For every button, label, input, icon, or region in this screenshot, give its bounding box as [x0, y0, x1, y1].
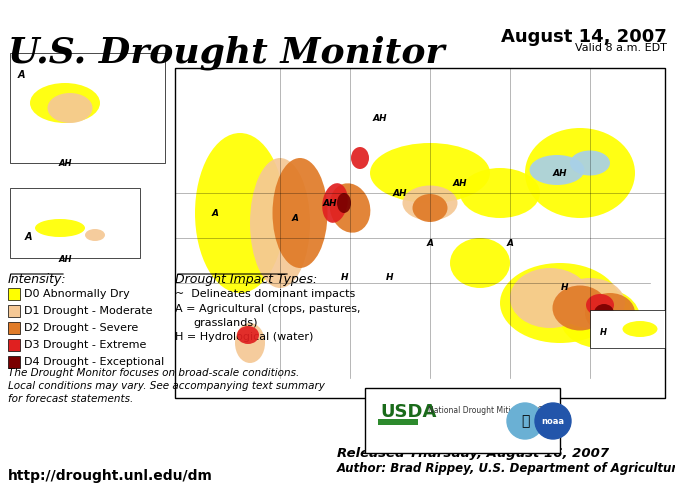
Text: grasslands): grasslands) [193, 318, 257, 328]
Ellipse shape [235, 323, 265, 363]
Ellipse shape [622, 321, 657, 337]
Ellipse shape [195, 133, 285, 293]
Circle shape [535, 403, 571, 439]
Ellipse shape [250, 158, 310, 288]
FancyBboxPatch shape [590, 310, 665, 348]
Text: H = Hydrological (water): H = Hydrological (water) [175, 332, 313, 342]
Bar [378, 419, 418, 425]
Text: Drought Impact Types:: Drought Impact Types: [175, 273, 317, 286]
Ellipse shape [47, 93, 92, 123]
Text: U.S. Drought Monitor: U.S. Drought Monitor [8, 35, 445, 69]
Text: A: A [292, 213, 298, 222]
Ellipse shape [322, 183, 348, 223]
Text: noaa: noaa [541, 416, 564, 426]
Text: AH: AH [323, 199, 338, 208]
Text: A = Agricultural (crops, pastures,: A = Agricultural (crops, pastures, [175, 304, 360, 314]
Bar [365, 388, 560, 453]
Text: USDA: USDA [380, 403, 436, 421]
Ellipse shape [553, 286, 608, 330]
Bar [8, 356, 20, 368]
Ellipse shape [594, 304, 614, 322]
FancyBboxPatch shape [175, 68, 665, 398]
Text: H: H [386, 274, 394, 283]
Text: Valid 8 a.m. EDT: Valid 8 a.m. EDT [575, 43, 667, 53]
Ellipse shape [560, 288, 640, 348]
Ellipse shape [370, 143, 490, 203]
Text: August 14, 2007: August 14, 2007 [502, 28, 667, 46]
Bar [175, 68, 665, 398]
Text: Released Thursday, August 16, 2007: Released Thursday, August 16, 2007 [337, 447, 609, 460]
Text: D1 Drought - Moderate: D1 Drought - Moderate [24, 306, 153, 316]
Ellipse shape [412, 194, 448, 222]
Ellipse shape [273, 158, 327, 268]
Ellipse shape [35, 219, 85, 237]
Ellipse shape [351, 147, 369, 169]
Text: The Drought Monitor focuses on broad-scale conditions.
Local conditions may vary: The Drought Monitor focuses on broad-sca… [8, 368, 325, 404]
Text: Intensity:: Intensity: [8, 273, 67, 286]
Ellipse shape [570, 150, 610, 176]
Ellipse shape [460, 168, 540, 218]
Ellipse shape [594, 309, 616, 327]
Text: D0 Abnormally Dry: D0 Abnormally Dry [24, 289, 130, 299]
Ellipse shape [237, 326, 259, 344]
Text: H: H [600, 328, 607, 337]
Text: National Drought Mitigation Center: National Drought Mitigation Center [428, 406, 564, 415]
Text: A: A [18, 70, 26, 80]
Text: A: A [211, 209, 219, 217]
Ellipse shape [337, 193, 351, 213]
Ellipse shape [525, 128, 635, 218]
Bar [8, 339, 20, 351]
Text: AH: AH [393, 189, 407, 198]
Text: 🛡: 🛡 [521, 414, 529, 428]
Bar [8, 305, 20, 317]
Text: http://drought.unl.edu/dm: http://drought.unl.edu/dm [8, 469, 213, 483]
Ellipse shape [586, 294, 614, 316]
Text: AH: AH [453, 179, 467, 188]
Bar [8, 288, 20, 300]
Ellipse shape [329, 183, 371, 233]
Text: AH: AH [58, 159, 72, 168]
Text: D4 Drought - Exceptional: D4 Drought - Exceptional [24, 357, 164, 367]
Text: H: H [342, 274, 349, 283]
Ellipse shape [450, 238, 510, 288]
Text: Author: Brad Rippey, U.S. Department of Agriculture: Author: Brad Rippey, U.S. Department of … [337, 462, 675, 475]
Text: A: A [25, 232, 32, 242]
Text: A: A [427, 238, 433, 247]
Ellipse shape [85, 229, 105, 241]
Text: AH: AH [553, 169, 567, 178]
Text: AH: AH [373, 114, 387, 123]
Text: D3 Drought - Extreme: D3 Drought - Extreme [24, 340, 146, 350]
Bar [175, 68, 665, 398]
Text: A: A [506, 238, 514, 247]
FancyBboxPatch shape [10, 53, 165, 163]
Ellipse shape [529, 155, 585, 185]
Ellipse shape [30, 83, 100, 123]
Text: ~  Delineates dominant impacts: ~ Delineates dominant impacts [175, 289, 355, 299]
Circle shape [507, 403, 543, 439]
Ellipse shape [555, 278, 625, 328]
Ellipse shape [510, 268, 590, 328]
Ellipse shape [585, 293, 635, 333]
FancyBboxPatch shape [10, 188, 140, 258]
Text: D2 Drought - Severe: D2 Drought - Severe [24, 323, 138, 333]
Ellipse shape [402, 186, 458, 220]
Text: AH: AH [58, 255, 72, 264]
Text: H: H [561, 284, 569, 293]
Bar [8, 322, 20, 334]
Ellipse shape [500, 263, 620, 343]
